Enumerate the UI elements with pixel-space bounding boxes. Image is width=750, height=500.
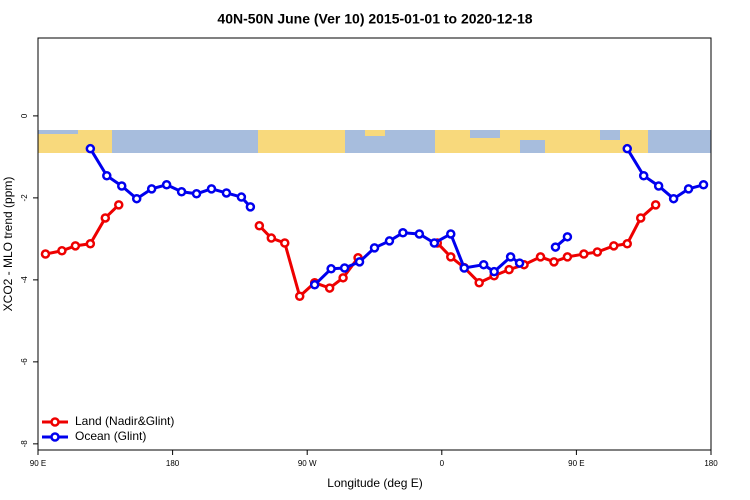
legend-label: Ocean (Glint) — [75, 429, 146, 443]
data-point — [384, 236, 395, 246]
data-point — [609, 241, 619, 251]
data-point — [474, 277, 484, 288]
x-tick-label: 180 — [166, 459, 180, 468]
data-point — [191, 189, 202, 199]
y-tick-label: -8 — [20, 440, 29, 448]
data-point — [683, 184, 694, 194]
y-tick-label: 0 — [20, 113, 29, 118]
data-point — [698, 180, 709, 190]
data-point — [550, 242, 561, 252]
data-point — [622, 143, 632, 154]
data-point — [326, 264, 336, 274]
data-point — [354, 257, 365, 267]
data-point — [429, 238, 440, 248]
data-point — [549, 257, 559, 267]
data-point — [638, 170, 649, 181]
data-point — [40, 249, 51, 259]
data-point — [131, 193, 142, 204]
data-point — [176, 186, 187, 197]
x-tick-label: 0 — [440, 459, 445, 468]
data-point — [478, 259, 489, 270]
data-point — [562, 232, 573, 242]
data-point — [459, 263, 469, 273]
x-tick-label: 90 E — [30, 459, 46, 468]
data-point — [100, 213, 111, 223]
data-point — [562, 252, 573, 262]
plot-frame — [37, 37, 712, 451]
data-point — [266, 233, 277, 243]
data-point — [535, 252, 546, 262]
map-strip — [38, 130, 711, 153]
data-point — [653, 181, 664, 191]
data-point — [221, 188, 232, 198]
data-point — [324, 283, 335, 293]
y-tick-label: -2 — [20, 194, 29, 202]
data-point — [280, 238, 290, 248]
data-point — [489, 266, 499, 277]
data-point — [146, 184, 157, 194]
data-point — [117, 181, 127, 191]
data-point — [294, 291, 305, 302]
data-point — [398, 227, 408, 238]
series-line — [89, 147, 252, 208]
data-point — [592, 247, 603, 257]
data-point — [309, 280, 320, 290]
data-point — [245, 202, 256, 212]
x-tick-label: 180 — [704, 459, 718, 468]
data-point — [206, 184, 217, 194]
data-point — [236, 192, 247, 202]
data-point — [650, 200, 661, 210]
series-line — [436, 203, 657, 285]
data-point — [114, 200, 124, 210]
data-point — [85, 239, 96, 249]
legend-label: Land (Nadir&Glint) — [75, 414, 174, 428]
legend-marker — [50, 417, 60, 427]
data-point — [505, 252, 516, 262]
x-axis-label: Longitude (deg E) — [327, 476, 422, 490]
data-point — [339, 263, 350, 273]
y-tick-label: -6 — [20, 358, 29, 366]
y-axis-label: XCO2 - MLO trend (ppm) — [1, 177, 15, 312]
data-point — [161, 180, 172, 190]
data-point — [254, 221, 265, 231]
data-point — [579, 249, 589, 259]
series-line — [45, 203, 120, 256]
data-point — [514, 258, 525, 268]
data-point — [57, 246, 67, 256]
x-tick-label: 90 W — [298, 459, 317, 468]
data-point — [446, 229, 456, 239]
x-tick-label: 90 E — [568, 459, 584, 468]
data-point — [668, 193, 679, 204]
legend-marker — [50, 432, 60, 442]
data-point — [622, 239, 632, 249]
data-point — [414, 229, 425, 239]
data-point — [635, 213, 646, 223]
data-point — [369, 243, 380, 253]
data-point — [85, 143, 96, 154]
data-point — [446, 252, 456, 262]
data-point — [102, 170, 112, 181]
y-tick-label: -4 — [20, 276, 29, 284]
chart-title: 40N-50N June (Ver 10) 2015-01-01 to 2020… — [217, 11, 532, 27]
data-point — [70, 241, 81, 251]
data-point — [504, 264, 514, 275]
data-point — [338, 273, 348, 283]
